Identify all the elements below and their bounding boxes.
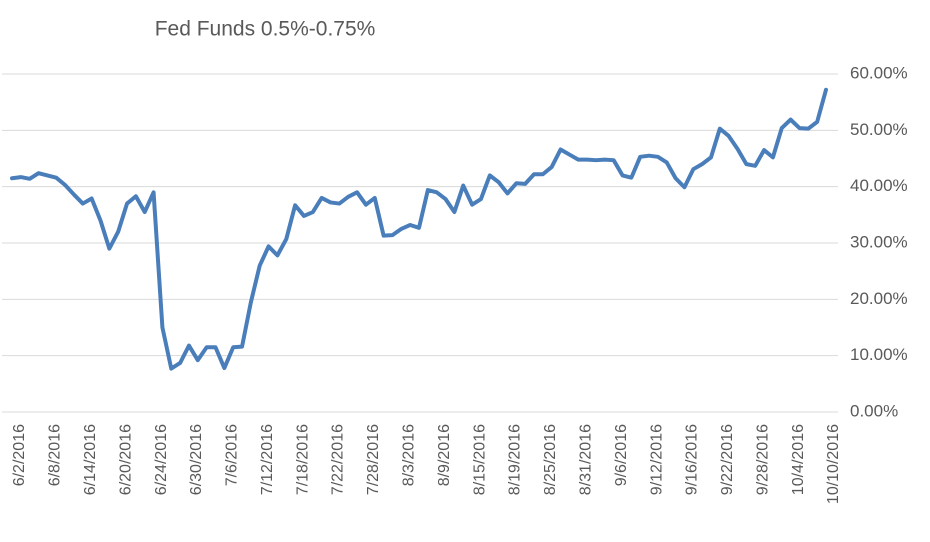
y-tick-label: 40.00% xyxy=(850,176,908,195)
x-tick-label: 9/12/2016 xyxy=(648,424,665,495)
y-tick-label: 30.00% xyxy=(850,232,908,251)
x-tick-label: 6/20/2016 xyxy=(117,424,134,495)
x-tick-label: 8/15/2016 xyxy=(471,424,488,495)
x-tick-label: 6/2/2016 xyxy=(11,424,28,486)
x-tick-label: 7/12/2016 xyxy=(259,424,276,495)
y-tick-label: 10.00% xyxy=(850,345,908,364)
x-tick-label: 7/18/2016 xyxy=(294,424,311,495)
x-tick-label: 9/16/2016 xyxy=(684,424,701,495)
x-tick-label: 7/6/2016 xyxy=(224,424,241,486)
x-tick-label: 8/25/2016 xyxy=(542,424,559,495)
line-series xyxy=(10,87,828,371)
x-tick-label: 9/28/2016 xyxy=(754,424,771,495)
y-tick-label: 60.00% xyxy=(850,63,908,82)
x-tick-label: 10/10/2016 xyxy=(825,424,842,504)
y-tick-label: 50.00% xyxy=(850,120,908,139)
y-tick-label: 20.00% xyxy=(850,289,908,308)
x-tick-label: 8/3/2016 xyxy=(401,424,418,486)
x-tick-label: 6/8/2016 xyxy=(47,424,64,486)
x-tick-label: 6/24/2016 xyxy=(153,424,170,495)
x-tick-label: 8/31/2016 xyxy=(577,424,594,495)
x-tick-label: 6/14/2016 xyxy=(82,424,99,495)
y-tick-label: 0.00% xyxy=(850,401,898,420)
chart-title: Fed Funds 0.5%-0.75% xyxy=(155,18,376,41)
x-tick-label: 8/9/2016 xyxy=(436,424,453,486)
x-tick-label: 7/28/2016 xyxy=(365,424,382,495)
x-tick-label: 7/22/2016 xyxy=(330,424,347,495)
x-tick-label: 8/19/2016 xyxy=(507,424,524,495)
x-tick-label: 10/4/2016 xyxy=(790,424,807,495)
x-tick-label: 9/22/2016 xyxy=(719,424,736,495)
x-tick-label: 6/30/2016 xyxy=(188,424,205,495)
x-tick-label: 9/6/2016 xyxy=(613,424,630,486)
